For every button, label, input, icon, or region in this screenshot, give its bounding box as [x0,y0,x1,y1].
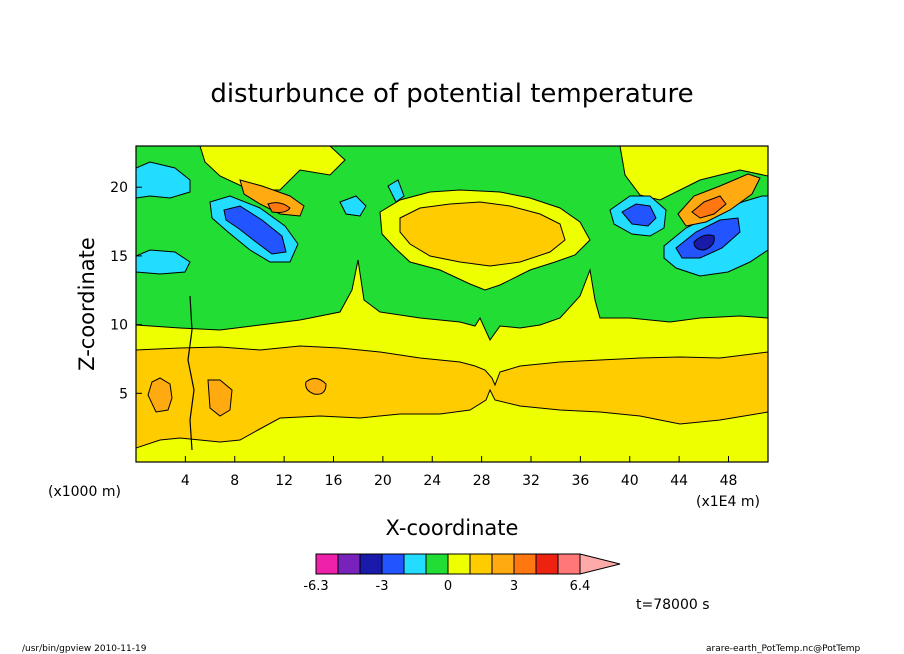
colorbar-swatch [315,553,339,575]
contour-spike [187,295,195,451]
contour-top-yellow [199,146,346,191]
contour-cyan-center-a [339,195,367,217]
contour-blue-left [223,205,287,255]
x-tick-label: 8 [230,473,239,489]
y-axis-label: Z-coordinate [75,237,99,371]
colorbar-label: -3 [376,579,389,594]
contour-darkblue-right [693,234,715,251]
colorbar [315,553,621,575]
colorbar-swatch [469,553,493,575]
x-tick-label: 44 [670,473,688,489]
colorbar-label: 3 [510,579,518,594]
y-tick-label: 20 [110,180,128,196]
x-ticks: 4 8 12 16 20 24 28 32 36 40 44 48 [181,456,738,489]
contour-fill [136,146,768,462]
x-tick-label: 4 [181,473,190,489]
colorbar-swatch [359,553,383,575]
colorbar-arrow [579,553,621,575]
colorbar-swatch [557,553,581,575]
colorbar-swatch [491,553,515,575]
colorbar-swatch [403,553,427,575]
y-tick-label: 5 [119,386,128,402]
x-tick-label: 16 [325,473,343,489]
time-annotation: t=78000 s [636,597,710,613]
footer-left: /usr/bin/gpview 2010-11-19 [22,644,147,654]
y-ticks: 5 10 15 20 [110,180,142,402]
colorbar-label: 0 [444,579,452,594]
contour-cyan-left2 [136,249,191,275]
contour-cyan-left [136,161,191,199]
x-tick-label: 36 [571,473,589,489]
colorbar-swatch [337,553,361,575]
x-axis-label: X-coordinate [386,516,519,540]
contour-red-eye-left [267,202,291,213]
colorbar-label: -6.3 [303,579,328,594]
colorbar-labels: -6.3 -3 0 3 6.4 [303,579,590,594]
x-tick-label: 40 [621,473,639,489]
x-tick-label: 32 [522,473,540,489]
x-tick-label: 48 [720,473,738,489]
x-unit-note: (x1E4 m) [696,494,760,510]
colorbar-swatch [425,553,449,575]
footer-right: arare-earth_PotTemp.nc@PotTemp [706,644,861,654]
x-tick-label: 12 [275,473,293,489]
contour-cyan-center-b [387,179,405,203]
chart-title: disturbunce of potential temperature [210,79,693,109]
contour-orange-core [136,345,768,449]
y-unit-note: (x1000 m) [48,484,121,500]
x-tick-label: 20 [374,473,392,489]
contour-orange-lobe-left [147,377,173,413]
colorbar-label: 6.4 [570,579,591,594]
contour-orange-dot [305,378,327,395]
contour-orange-lobe-mid [207,379,233,417]
x-tick-label: 28 [473,473,491,489]
contour-upper-orange-cap [399,201,566,267]
contour-blue-right [621,203,657,227]
colorbar-swatch [513,553,537,575]
plot-frame [135,145,769,463]
colorbar-swatch [381,553,405,575]
y-tick-label: 15 [110,249,128,265]
y-tick-label: 10 [110,318,128,334]
contour-top-yellow-right [619,146,768,201]
contour-red-eye-right [691,195,727,219]
colorbar-swatch [447,553,471,575]
x-tick-label: 24 [423,473,441,489]
colorbar-swatch [535,553,559,575]
